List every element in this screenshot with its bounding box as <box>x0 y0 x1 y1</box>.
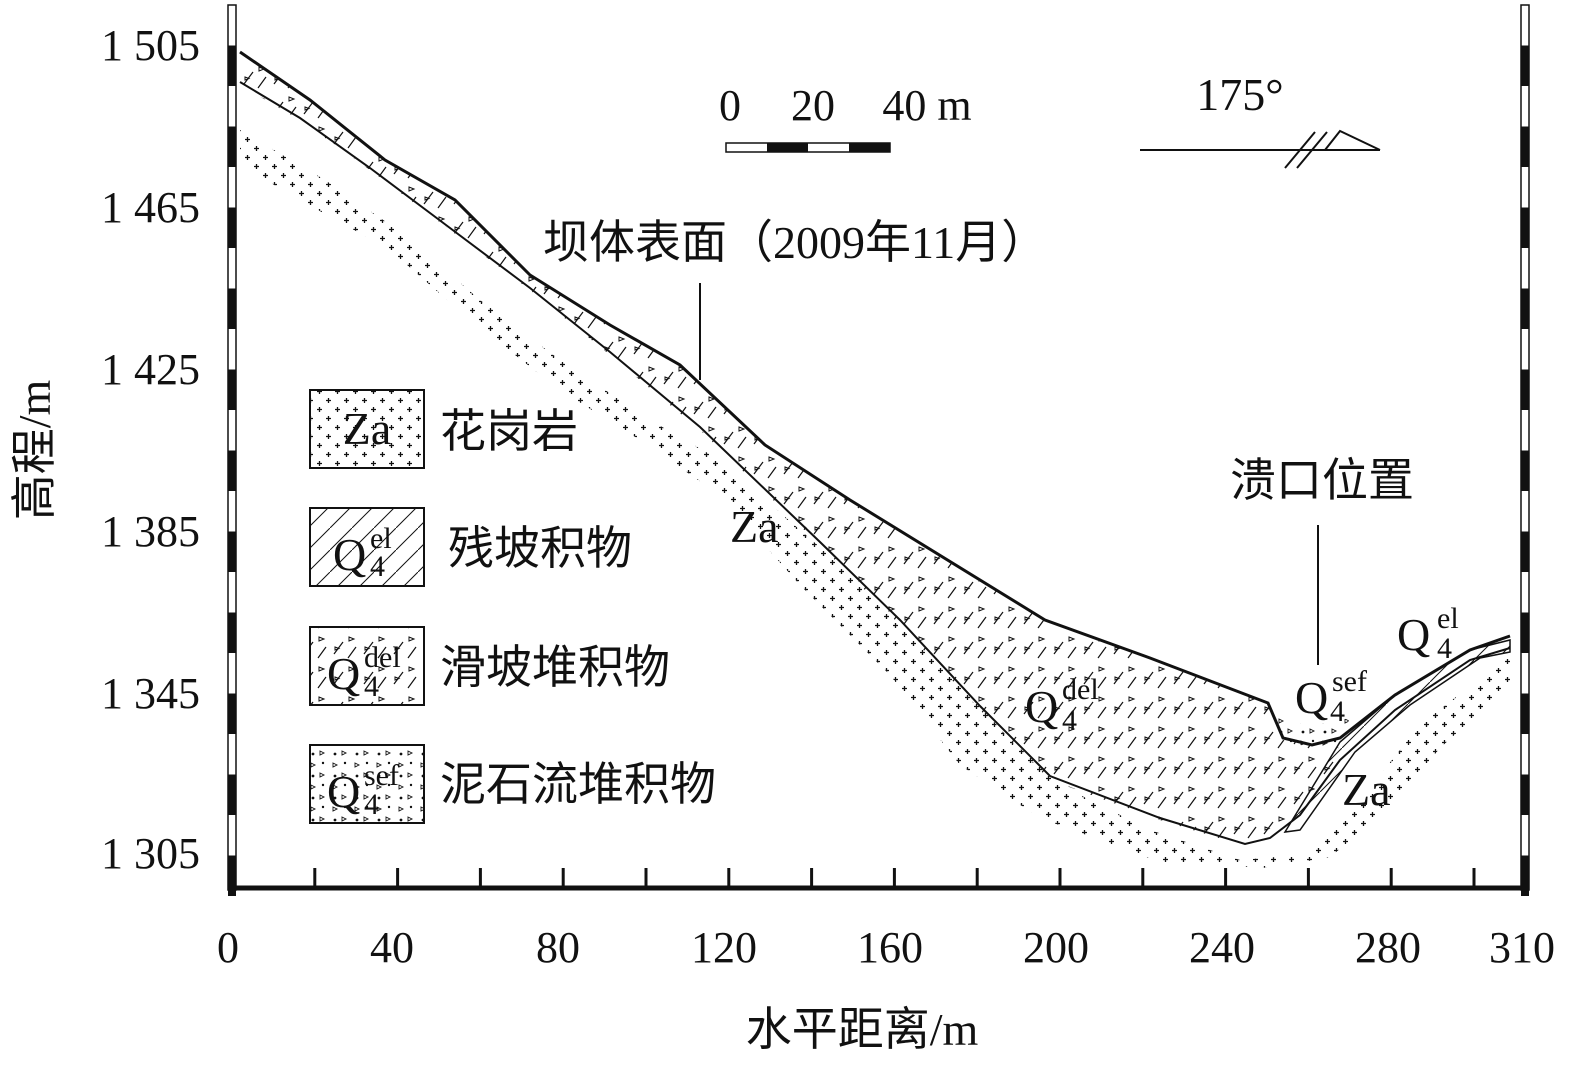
x-tick-label: 160 <box>857 923 923 972</box>
svg-text:4: 4 <box>1437 632 1452 665</box>
legend: Za 花岗岩 Q el 4 残坡积物 Q del 4 滑坡堆积物 Q sef 4… <box>309 389 716 824</box>
svg-text:del: del <box>364 641 401 674</box>
legend-item-eluvial: Q el 4 残坡积物 <box>309 507 632 587</box>
y-axis-tick-labels: 1 505 1 465 1 425 1 385 1 345 1 305 <box>101 21 200 878</box>
orientation-label: 175° <box>1196 69 1283 120</box>
axis-bar-segment <box>1521 126 1529 167</box>
svg-text:4: 4 <box>1330 695 1345 728</box>
y-tick-label: 1 505 <box>101 21 200 70</box>
legend-item-granite: Za 花岗岩 <box>309 389 578 469</box>
dam-surface-annotation: 坝体表面（2009年11月） <box>543 217 1047 268</box>
x-axis-tick-marks <box>313 868 1476 888</box>
scale-label-0: 0 <box>719 81 741 130</box>
svg-text:sef: sef <box>1332 665 1367 698</box>
svg-text:4: 4 <box>1062 704 1077 737</box>
granite-bedrock-zone <box>240 55 1510 868</box>
orientation-marker: 175° <box>1140 69 1381 169</box>
qdel-label: Q del 4 <box>1025 673 1099 737</box>
bedrock-contact-line <box>239 81 1511 846</box>
x-tick-label: 310 <box>1489 923 1555 972</box>
svg-text:Q: Q <box>1397 609 1430 660</box>
y-tick-label: 1 345 <box>101 669 200 718</box>
x-axis-title: 水平距离/m <box>746 1004 979 1055</box>
axis-bar-segment <box>1521 531 1529 572</box>
axis-bar-segment <box>228 855 236 896</box>
x-axis-tick-labels: 0 40 80 120 160 200 240 280 310 <box>217 923 1555 972</box>
axis-bar-segment <box>228 693 236 734</box>
svg-text:del: del <box>1062 673 1099 706</box>
x-tick-label: 240 <box>1189 923 1255 972</box>
axis-bar-segment <box>1521 693 1529 734</box>
axis-bar-segment <box>228 126 236 167</box>
axis-bar-segment <box>228 369 236 410</box>
y-tick-label: 1 305 <box>101 829 200 878</box>
axis-bar-segment <box>228 45 236 86</box>
svg-text:Q: Q <box>333 529 366 580</box>
left-axis-segments <box>228 45 236 896</box>
svg-text:4: 4 <box>364 670 379 703</box>
scale-label-40: 40 m <box>882 81 971 130</box>
svg-text:Q: Q <box>327 648 360 699</box>
axis-bar-segment <box>1521 45 1529 86</box>
y-tick-label: 1 465 <box>101 183 200 232</box>
landslide-deposit-zone <box>240 52 1340 846</box>
x-tick-label: 0 <box>217 923 239 972</box>
svg-text:sef: sef <box>364 759 399 792</box>
qel-label: Q el 4 <box>1397 602 1459 665</box>
svg-text:滑坡堆积物: 滑坡堆积物 <box>440 642 670 693</box>
axis-bar-segment <box>228 450 236 491</box>
svg-text:残坡积物: 残坡积物 <box>448 523 632 574</box>
svg-text:el: el <box>370 522 392 555</box>
svg-text:Q: Q <box>1025 681 1058 732</box>
svg-text:4: 4 <box>370 550 385 583</box>
axis-bar-segment <box>1521 612 1529 653</box>
za-label-main: Za <box>730 501 779 552</box>
axis-bar-segment <box>228 774 236 815</box>
right-axis-segments <box>1521 45 1529 896</box>
dam-surface-line <box>239 50 1511 747</box>
scale-label-20: 20 <box>791 81 835 130</box>
svg-text:花岗岩: 花岗岩 <box>440 406 578 457</box>
axis-bar-segment <box>1521 774 1529 815</box>
qsef-label: Q sef 4 <box>1295 665 1367 728</box>
axis-bar-segment <box>1521 450 1529 491</box>
axis-bar-segment <box>228 531 236 572</box>
x-tick-label: 280 <box>1355 923 1421 972</box>
za-label-right: Za <box>1342 764 1391 815</box>
axis-bar-segment <box>1521 288 1529 329</box>
legend-item-landslide: Q del 4 滑坡堆积物 <box>309 626 670 706</box>
chart-frame <box>227 4 1530 896</box>
axis-bar-segment <box>228 288 236 329</box>
scale-bar: 0 20 40 m <box>719 81 972 153</box>
axis-bar-segment <box>228 612 236 653</box>
y-tick-label: 1 385 <box>101 507 200 556</box>
svg-text:泥石流堆积物: 泥石流堆积物 <box>440 759 716 810</box>
y-tick-label: 1 425 <box>101 345 200 394</box>
breach-annotation: 溃口位置 <box>1230 455 1414 506</box>
axis-bar-segment <box>1521 207 1529 248</box>
svg-text:Q: Q <box>327 766 360 817</box>
x-tick-label: 40 <box>370 923 414 972</box>
debris-flow-deposit-zone <box>1268 700 1350 747</box>
x-tick-label: 80 <box>536 923 580 972</box>
svg-text:Q: Q <box>1295 672 1328 723</box>
svg-text:Za: Za <box>343 403 392 454</box>
x-tick-label: 120 <box>691 923 757 972</box>
svg-text:el: el <box>1437 602 1459 635</box>
x-tick-label: 200 <box>1023 923 1089 972</box>
y-axis-title: 高程/m <box>9 380 60 521</box>
axis-bar-segment <box>1521 855 1529 896</box>
legend-item-debris-flow: Q sef 4 泥石流堆积物 <box>309 744 716 824</box>
axis-bar-segment <box>1521 369 1529 410</box>
axis-bar-segment <box>228 207 236 248</box>
svg-text:4: 4 <box>364 788 379 821</box>
